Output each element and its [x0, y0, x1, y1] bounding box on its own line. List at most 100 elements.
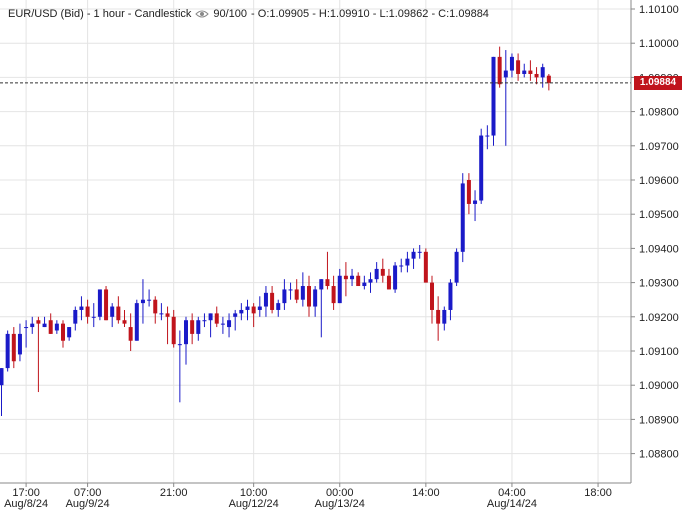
candle-body: [325, 279, 330, 287]
candle-body: [399, 265, 404, 267]
candle-body: [263, 292, 268, 307]
candle-body: [454, 251, 459, 283]
candle-down: [171, 309, 176, 348]
candle-body: [374, 268, 379, 280]
candle-up: [245, 299, 250, 321]
candle-body: [307, 286, 311, 307]
candle-up: [17, 323, 22, 362]
candle-down: [436, 296, 441, 341]
candle-body: [73, 309, 78, 324]
x-tick-time: 21:00: [160, 487, 188, 499]
candle-body: [104, 289, 109, 321]
candle-body: [17, 333, 22, 355]
candle-body: [319, 279, 324, 290]
candle-body: [466, 180, 471, 204]
candle-body: [479, 135, 484, 201]
candle-up: [393, 262, 398, 293]
candle-down: [534, 67, 539, 85]
candle-body: [276, 303, 281, 310]
candle-body: [386, 275, 391, 290]
candle-down: [270, 286, 275, 314]
candle-up: [159, 303, 164, 321]
candle-body: [42, 323, 47, 328]
candle-up: [288, 282, 293, 300]
candle-body: [171, 316, 176, 345]
candle-body: [134, 303, 139, 341]
candle-body: [540, 67, 545, 78]
candle-down: [104, 286, 109, 321]
candle-body: [36, 320, 41, 324]
candle-down: [128, 313, 133, 351]
candle-body: [509, 56, 514, 71]
y-tick-label: 1.09100: [639, 346, 679, 358]
candle-body: [0, 368, 4, 386]
candle-body: [177, 344, 182, 346]
x-tick-time: 18:00: [584, 487, 612, 499]
y-tick-label: 1.09700: [639, 141, 679, 153]
candle-down: [380, 258, 385, 283]
y-tick-label: 1.09400: [639, 243, 679, 255]
candle-up: [368, 272, 373, 293]
candle-body: [147, 299, 152, 301]
candle-down: [430, 275, 434, 324]
candle-body: [534, 73, 539, 78]
candle-body: [522, 70, 527, 74]
candle-up: [300, 272, 305, 307]
candle-body: [116, 306, 121, 321]
candle-up: [30, 316, 35, 334]
candle-body: [337, 275, 342, 304]
candle-up: [110, 303, 115, 328]
candle-body: [448, 282, 453, 310]
candle-up: [147, 289, 152, 307]
candle-up: [319, 279, 324, 338]
y-tick-label: 1.09300: [639, 278, 679, 290]
candle-down: [48, 313, 53, 334]
x-tick-date: Aug/13/24: [315, 498, 365, 510]
candle-body: [313, 289, 318, 307]
candle-body: [282, 289, 287, 304]
candle-body: [430, 282, 434, 310]
candle-down: [331, 275, 336, 310]
candle-body: [503, 70, 508, 78]
candle-body: [491, 56, 496, 136]
candle-up: [362, 275, 367, 290]
candle-body: [270, 292, 275, 310]
y-tick-label: 1.10100: [639, 4, 679, 16]
candle-down: [165, 306, 170, 345]
candle-body: [411, 251, 416, 259]
candle-up: [208, 313, 213, 338]
candle-up: [220, 316, 225, 334]
x-tick-time: 00:00: [326, 487, 354, 499]
candle-body: [300, 286, 305, 300]
candle-up: [0, 368, 4, 416]
candle-down: [294, 279, 299, 304]
candle-body: [362, 282, 367, 287]
ohlc-readout: - O:1.09905 - H:1.09910 - L:1.09862 - C:…: [251, 8, 489, 20]
y-tick-label: 1.08900: [639, 414, 679, 426]
candle-body: [24, 327, 29, 329]
candle-up: [67, 327, 72, 341]
candle-body: [368, 279, 373, 283]
candle-up: [473, 190, 478, 222]
candle-body: [257, 306, 262, 310]
candle-up: [79, 296, 84, 321]
candle-body: [61, 323, 65, 341]
eye-icon[interactable]: [195, 9, 210, 19]
candle-up: [196, 316, 201, 341]
candle-body: [528, 70, 533, 74]
candle-down: [153, 296, 158, 324]
candle-up: [479, 128, 484, 204]
y-tick-label: 1.09000: [639, 380, 679, 392]
candle-down: [546, 73, 551, 91]
candle-body: [294, 289, 299, 300]
y-tick-label: 1.10000: [639, 38, 679, 50]
candle-body: [214, 313, 219, 324]
candle-body: [460, 183, 465, 252]
candle-body: [5, 333, 10, 369]
candle-down: [497, 46, 502, 88]
candle-body: [546, 75, 551, 83]
y-tick-label: 1.08800: [639, 449, 679, 461]
x-tick-time: 04:00: [498, 487, 526, 499]
candle-body: [288, 289, 293, 291]
